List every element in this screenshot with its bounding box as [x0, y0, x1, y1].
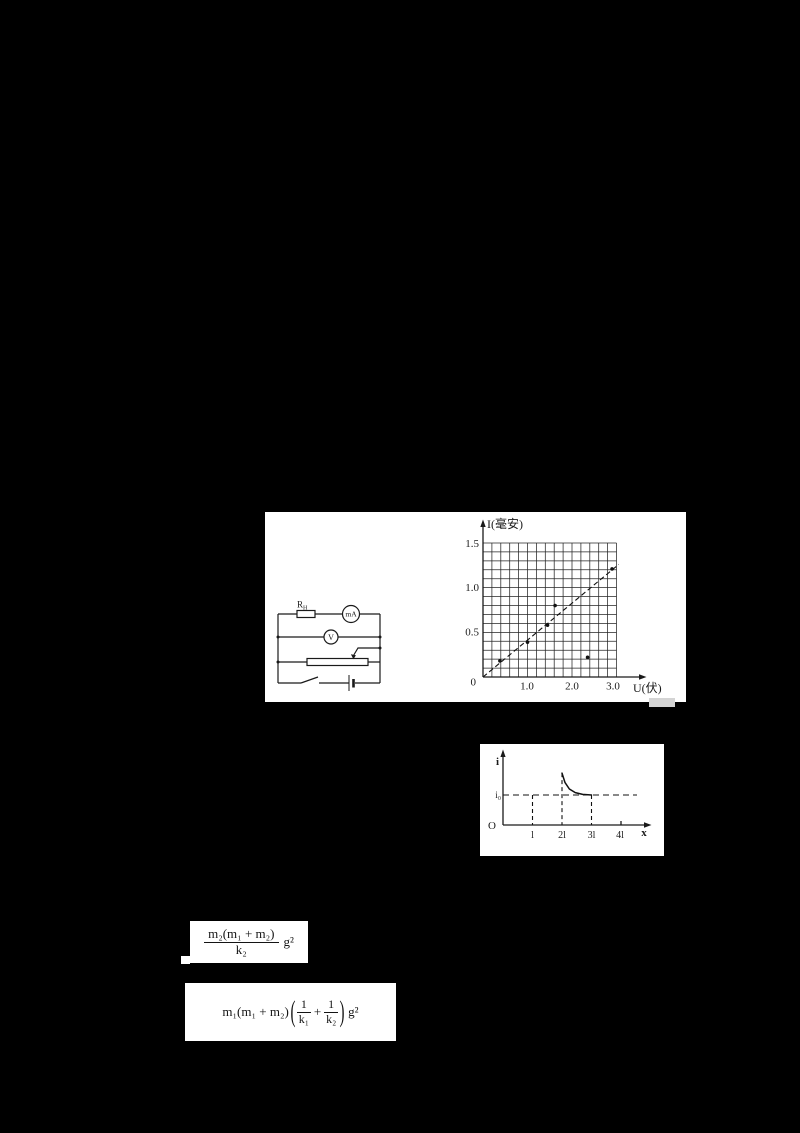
ix-xtick-l: l — [531, 830, 534, 841]
iv-xtick-2_0: 2.0 — [565, 681, 579, 693]
formula-2-plus: + — [313, 1004, 322, 1019]
formula-2-frac2-den: k₂ — [326, 1011, 337, 1026]
battery-symbol — [348, 675, 355, 691]
iv-chart: I(毫安) U(伏) 1.5 1.0 0.5 0 1.0 2.0 3.0 — [465, 516, 661, 695]
switch-symbol — [300, 676, 319, 684]
ix-x-axis-label: x — [641, 827, 647, 839]
formula-2-open-paren: ( — [290, 995, 296, 1028]
scan-artifact — [649, 698, 675, 707]
formula-1-numerator: m₂(m₁ + m₂) — [204, 926, 279, 943]
ix-xtick-4l: 4l — [616, 830, 624, 841]
figure-panel-ix-graph: i i₀ O l 2l 3l 4l x — [480, 744, 664, 856]
formula-1-factor: g² — [283, 934, 294, 949]
formula-2-factor: g² — [348, 1004, 359, 1019]
resistor-symbol — [296, 609, 316, 619]
formula-2-frac1-num: 1 — [296, 997, 311, 1013]
iv-origin-label: 0 — [471, 677, 477, 689]
ix-x-axis-arrow-icon — [644, 822, 652, 828]
ix-dashed-lines — [503, 773, 637, 825]
milliammeter-symbol — [341, 604, 361, 624]
iv-xtick-3_0: 3.0 — [606, 681, 620, 693]
milliammeter-label: mA — [345, 610, 357, 619]
y-axis-arrow-icon — [480, 519, 486, 527]
ix-xtick-3l: 3l — [588, 830, 596, 841]
iv-xtick-1_0: 1.0 — [520, 681, 534, 693]
formula-2-fraction-1: 1 k₁ — [296, 997, 311, 1027]
ix-reference-label: i₀ — [495, 790, 501, 800]
ix-xtick-2l: 2l — [558, 830, 566, 841]
ix-y-axis-arrow-icon — [500, 749, 506, 757]
ix-chart: i i₀ O l 2l 3l 4l x — [488, 749, 652, 841]
iv-ytick-1_5: 1.5 — [465, 538, 479, 550]
formula-2-fraction-2: 1 k₂ — [324, 997, 339, 1027]
voltmeter-symbol — [323, 629, 339, 645]
iv-grid — [482, 542, 617, 678]
formula-1-edge-artifact — [181, 956, 190, 964]
junction-dots — [276, 635, 382, 664]
iv-ytick-0_5: 0.5 — [465, 627, 479, 639]
formula-2: m₁(m₁ + m₂) ( 1 k₁ + 1 k₂ ) g² — [185, 983, 396, 1041]
x-axis-arrow-icon — [639, 674, 647, 680]
iv-axes — [482, 525, 641, 678]
circuit-diagram — [276, 604, 382, 691]
iv-x-axis-label: U(伏) — [633, 681, 662, 695]
iv-fit-line — [482, 564, 620, 678]
formula-2-frac2-num: 1 — [324, 997, 339, 1013]
formula-2-prefix: m₁(m₁ + m₂) — [222, 1004, 289, 1019]
ix-curve — [561, 772, 593, 796]
formula-2-close-paren: ) — [339, 995, 345, 1028]
iv-data-points — [498, 567, 614, 663]
iv-y-axis-label: I(毫安) — [487, 516, 523, 531]
formula-1-denominator: k₂ — [235, 941, 247, 957]
circuit-and-iv-chart: RH mA V I(毫安) U(伏) 1.5 1.0 0.5 0 1 — [276, 516, 662, 695]
ix-axes — [502, 754, 647, 826]
resistor-label: RH — [297, 600, 308, 612]
slider-arrow-icon — [350, 647, 380, 660]
formula-1-fraction: m₂(m₁ + m₂) k₂ — [204, 926, 279, 958]
formula-2-frac1-den: k₁ — [298, 1011, 309, 1026]
formula-1: m₂(m₁ + m₂) k₂ g² — [190, 921, 308, 963]
iv-ytick-1_0: 1.0 — [465, 582, 479, 594]
ix-y-axis-label: i — [496, 756, 499, 768]
ix-origin-label: O — [488, 820, 496, 832]
voltmeter-label: V — [328, 633, 334, 642]
rheostat-symbol — [306, 657, 369, 667]
figure-panel-circuit-and-graph: RH mA V I(毫安) U(伏) 1.5 1.0 0.5 0 1 — [265, 512, 686, 702]
